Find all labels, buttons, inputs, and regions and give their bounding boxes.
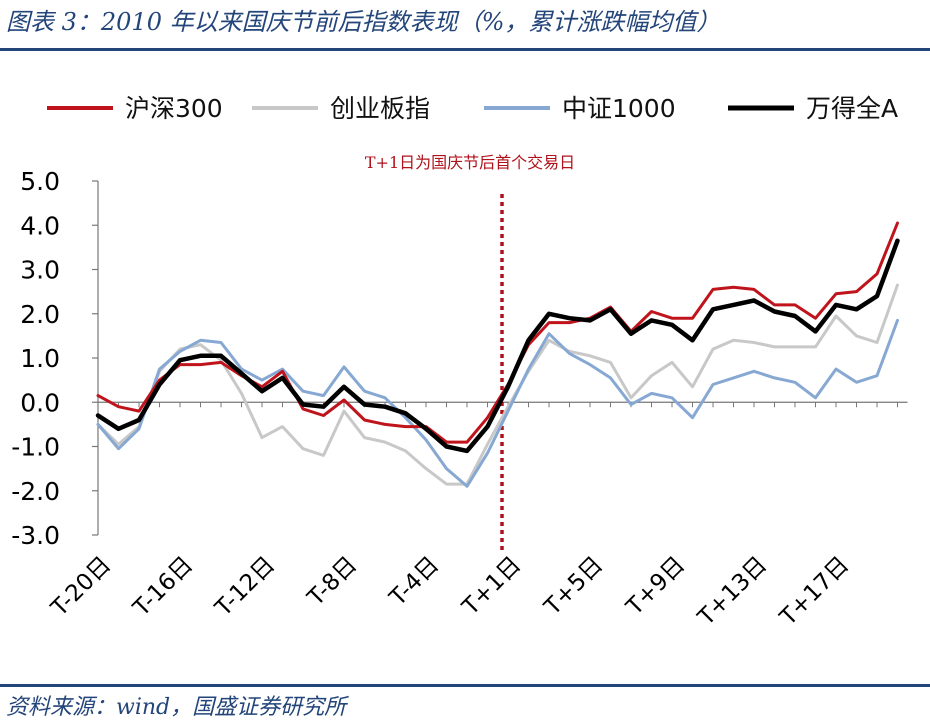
title-rule [0,48,930,51]
chart-title: 图表 3：2010 年以来国庆节前后指数表现（%，累计涨跌幅均值） [6,8,721,36]
y-tick-label: 5.0 [20,167,60,196]
footer-rule [0,684,930,687]
x-tick-label: T-20日 [46,552,116,622]
legend: 沪深300 创业板指 中证1000 万得全A [47,94,898,123]
y-axis-ticks: 5.0 4.0 3.0 2.0 1.0 0.0 -1.0 -2.0 -3.0 [11,167,98,550]
y-tick-label: -1.0 [11,433,60,462]
x-tick-label: T+1日 [457,552,526,621]
x-tick-label: T-4日 [384,552,444,612]
series-line-3 [95,238,900,454]
legend-label: 中证1000 [562,94,676,123]
legend-label: 万得全A [806,94,898,123]
x-tick-label: T-12日 [210,552,280,622]
y-tick-label: -2.0 [11,477,60,506]
x-tick-label: T+17日 [775,552,855,632]
y-tick-label: 3.0 [20,256,60,285]
x-tick-label: T-16日 [128,552,198,622]
source-note: 资料来源：wind，国盛证券研究所 [6,695,347,720]
y-tick-label: 0.0 [20,388,60,417]
x-tick-label: T+9日 [621,552,690,621]
series-lines [95,221,900,488]
annotation-note: T+1日为国庆节后首个交易日 [365,153,575,172]
legend-label: 创业板指 [330,94,430,123]
x-tick-label: T+13日 [693,552,773,632]
y-tick-label: 4.0 [20,211,60,240]
y-tick-label: -3.0 [11,521,60,550]
series-line-1 [96,283,899,486]
series-line-2 [96,318,899,488]
legend-label: 沪深300 [125,94,223,123]
x-tick-label: T+5日 [539,552,608,621]
y-tick-label: 2.0 [20,300,60,329]
line-chart: 沪深300 创业板指 中证1000 万得全A T+1日为国庆节后首个交易日 5.0 4.… [11,94,908,632]
x-tick-label: T-8日 [302,552,362,612]
series-line-0 [96,221,899,444]
y-tick-label: 1.0 [20,344,60,373]
